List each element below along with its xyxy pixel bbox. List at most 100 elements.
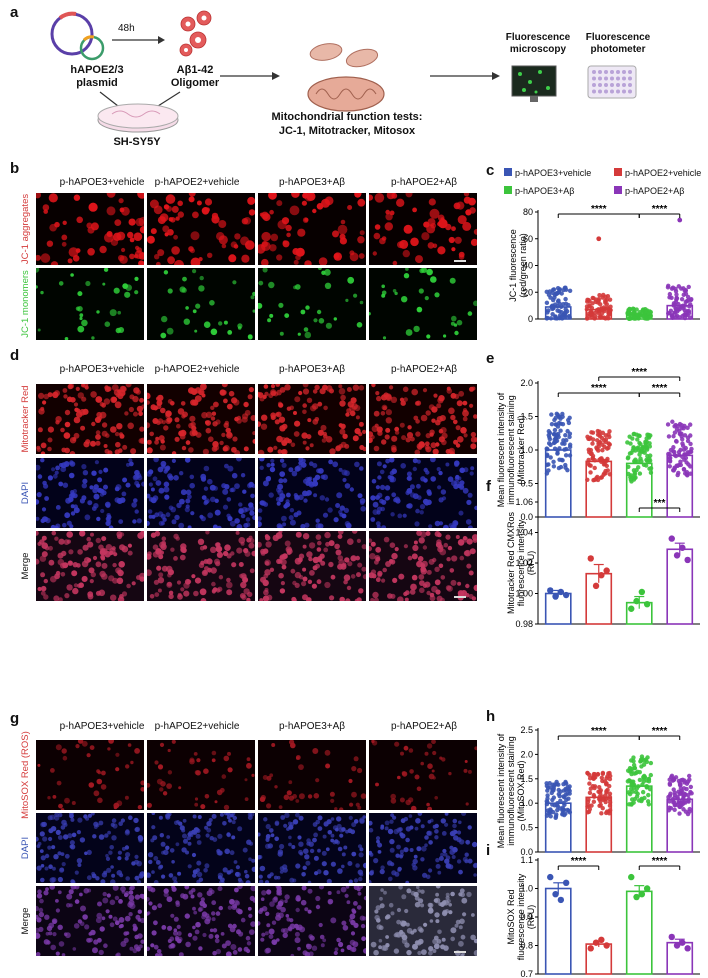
data-point xyxy=(586,803,591,808)
data-point xyxy=(678,459,683,464)
data-point xyxy=(600,805,605,811)
data-point xyxy=(601,315,607,320)
y-tick-label: 0.5 xyxy=(520,823,533,833)
data-point xyxy=(681,306,686,311)
data-point xyxy=(672,792,678,798)
data-point xyxy=(679,777,684,783)
scale-bar xyxy=(454,260,466,262)
y-tick-label: 0.0 xyxy=(520,847,533,856)
data-point xyxy=(671,434,676,439)
data-point xyxy=(681,796,686,801)
data-point xyxy=(552,593,559,600)
data-point xyxy=(567,434,572,440)
bar xyxy=(625,462,653,518)
data-point xyxy=(672,807,677,813)
data-point xyxy=(546,429,552,434)
data-point xyxy=(558,428,563,433)
data-point xyxy=(559,291,564,296)
data-point xyxy=(633,893,640,901)
chart-h: Mean fluorescent intensity of immunofluor… xyxy=(496,725,700,856)
data-point xyxy=(637,452,642,457)
y-axis-label: MitoSOX Red xyxy=(506,889,516,944)
data-point xyxy=(598,456,603,462)
data-point xyxy=(559,310,564,315)
data-point xyxy=(642,795,647,801)
data-point xyxy=(556,465,562,471)
data-point xyxy=(553,814,559,819)
jc1-monomers-image xyxy=(36,268,144,340)
data-point xyxy=(686,773,692,779)
data-point xyxy=(643,885,651,892)
data-point xyxy=(626,790,632,795)
data-point xyxy=(592,582,600,590)
significance-label: **** xyxy=(591,383,607,394)
dapi-image xyxy=(369,458,477,528)
data-point xyxy=(635,437,640,442)
data-point xyxy=(644,436,649,441)
data-point xyxy=(673,438,679,444)
data-point xyxy=(674,295,679,301)
data-point xyxy=(585,477,590,483)
data-point xyxy=(641,462,647,467)
merge-image xyxy=(258,886,366,956)
data-point xyxy=(678,802,683,807)
jc1-monomers-image xyxy=(147,268,255,340)
row-label: Merge xyxy=(20,552,31,580)
data-point xyxy=(640,789,646,795)
data-point xyxy=(554,781,559,787)
data-point xyxy=(546,432,551,438)
data-point xyxy=(548,316,554,321)
merge-image xyxy=(369,531,477,601)
y-axis-label: fluorescence intensity xyxy=(516,519,526,606)
data-point xyxy=(567,313,572,319)
data-point xyxy=(604,809,610,814)
y-tick-label: 2.0 xyxy=(520,749,533,759)
data-point xyxy=(688,441,693,447)
data-point xyxy=(642,773,647,779)
data-point xyxy=(639,798,644,804)
panel-label-c: c xyxy=(486,162,495,179)
y-tick-label: 1.1 xyxy=(520,855,533,865)
data-point xyxy=(672,424,677,429)
data-point xyxy=(595,474,600,480)
data-point xyxy=(648,760,654,766)
data-point xyxy=(598,572,605,579)
data-point xyxy=(562,447,567,452)
data-point xyxy=(687,422,693,427)
y-tick-label: 80 xyxy=(523,207,533,217)
y-tick-label: 1.5 xyxy=(520,412,533,422)
data-point xyxy=(589,430,594,435)
legend-text: p-hAPOE2+vehicle xyxy=(625,168,702,178)
chart-c: JC-1 fluorescence (red/green ratio) 0 20 40 6… xyxy=(508,204,700,323)
data-point xyxy=(591,774,596,779)
data-point xyxy=(555,285,561,291)
data-point xyxy=(563,465,568,470)
data-point xyxy=(639,756,645,762)
data-point xyxy=(631,468,637,473)
data-point xyxy=(607,803,613,808)
y-tick-label: 0.8 xyxy=(520,941,533,951)
data-point xyxy=(590,441,595,446)
data-point xyxy=(566,808,571,813)
column-header: p-hAPOE2+Aβ xyxy=(390,721,458,732)
dapi-image xyxy=(36,813,144,883)
data-point xyxy=(678,785,684,791)
data-point xyxy=(686,310,692,316)
column-header: p-hAPOE3+Aβ xyxy=(278,721,346,732)
y-tick-label: 0.98 xyxy=(515,619,533,628)
data-point xyxy=(560,422,566,427)
data-point xyxy=(588,786,594,791)
y-tick-label: 1.02 xyxy=(515,558,533,568)
data-point xyxy=(668,791,673,796)
data-point xyxy=(584,307,590,312)
data-point xyxy=(647,441,652,446)
significance-label: **** xyxy=(571,856,587,867)
column-header: p-hAPOE3+vehicle xyxy=(59,177,145,188)
schematic-graphics xyxy=(50,10,637,133)
data-point xyxy=(628,474,633,480)
data-point xyxy=(679,939,686,946)
cell-dish-icon xyxy=(97,103,179,133)
data-point xyxy=(639,764,644,769)
data-point xyxy=(549,412,554,417)
mitochondria-icon xyxy=(307,43,385,112)
